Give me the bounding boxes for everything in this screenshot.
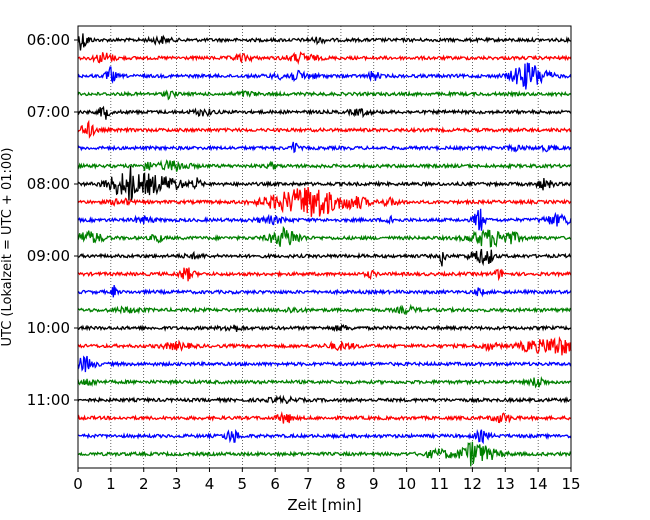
trace-0615: [77, 51, 572, 65]
x-tick-label: 8: [336, 475, 346, 493]
trace-0700: [77, 105, 572, 120]
x-tick-label: 13: [496, 475, 515, 493]
trace-0845: [77, 225, 572, 248]
trace-0715: [77, 119, 572, 139]
y-tick-label: 08:00: [27, 175, 70, 193]
trace-0830: [77, 208, 572, 231]
trace-0600: [77, 33, 572, 51]
x-tick-label: 10: [397, 475, 416, 493]
y-axis-label: UTC (Lokalzeit = UTC + 01:00): [0, 148, 15, 347]
trace-layer: [77, 33, 572, 467]
trace-0745: [77, 159, 572, 172]
trace-0815: [77, 186, 572, 217]
x-tick-label: 0: [73, 475, 83, 493]
y-tick-label: 09:00: [27, 247, 70, 265]
x-tick-label: 7: [303, 475, 313, 493]
trace-0915: [77, 267, 572, 282]
grid-layer: [110, 26, 539, 468]
y-tick-layer: 06:00 07:00 08:00 09:00 10:00 11:00: [27, 31, 78, 409]
x-tick-label: 3: [172, 475, 182, 493]
y-tick-label: 07:00: [27, 103, 70, 121]
x-tick-label: 12: [463, 475, 482, 493]
trace-1145: [77, 441, 572, 467]
x-tick-label: 6: [270, 475, 280, 493]
trace-1000: [77, 323, 572, 333]
y-tick-label: 10:00: [27, 319, 70, 337]
trace-0645: [77, 89, 572, 101]
x-tick-label: 4: [205, 475, 215, 493]
trace-1100: [77, 394, 572, 405]
trace-0630: [77, 62, 572, 90]
x-tick-label: 15: [561, 475, 580, 493]
x-axis-label: Zeit [min]: [287, 496, 361, 514]
y-tick-label: 06:00: [27, 31, 70, 49]
x-tick-label: 5: [238, 475, 248, 493]
trace-1015: [77, 335, 572, 356]
x-tick-label: 2: [139, 475, 149, 493]
trace-1045: [77, 376, 572, 389]
plot-frame: [77, 25, 572, 469]
trace-0930: [77, 284, 572, 298]
trace-1115: [77, 410, 572, 424]
trace-0900: [77, 248, 572, 267]
x-tick-label: 11: [430, 475, 449, 493]
trace-0800: [77, 166, 572, 201]
x-tick-layer: 0 1 2 3 4 5 6 7 8 9 10 11 12 13 14 15: [73, 468, 581, 493]
y-tick-label: 11:00: [27, 391, 70, 409]
trace-0945: [77, 303, 572, 316]
trace-1030: [77, 355, 572, 373]
x-tick-label: 9: [369, 475, 379, 493]
trace-0730: [77, 141, 572, 154]
x-tick-label: 14: [529, 475, 548, 493]
trace-1130: [77, 428, 572, 445]
x-tick-label: 1: [106, 475, 116, 493]
